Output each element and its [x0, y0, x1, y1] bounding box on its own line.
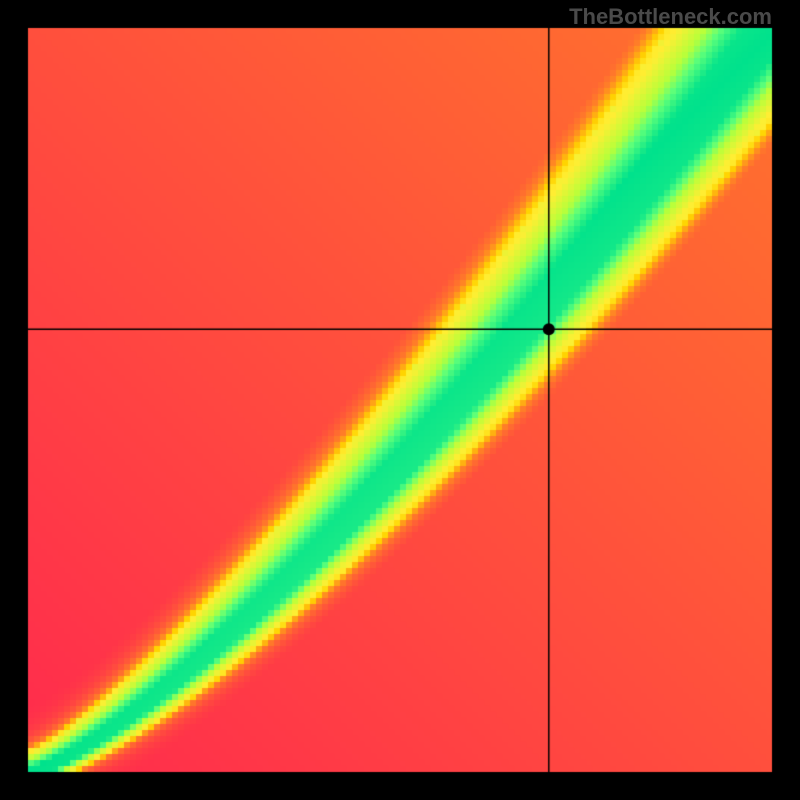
bottleneck-heatmap [0, 0, 800, 800]
chart-container: TheBottleneck.com [0, 0, 800, 800]
watermark-text: TheBottleneck.com [569, 4, 772, 30]
